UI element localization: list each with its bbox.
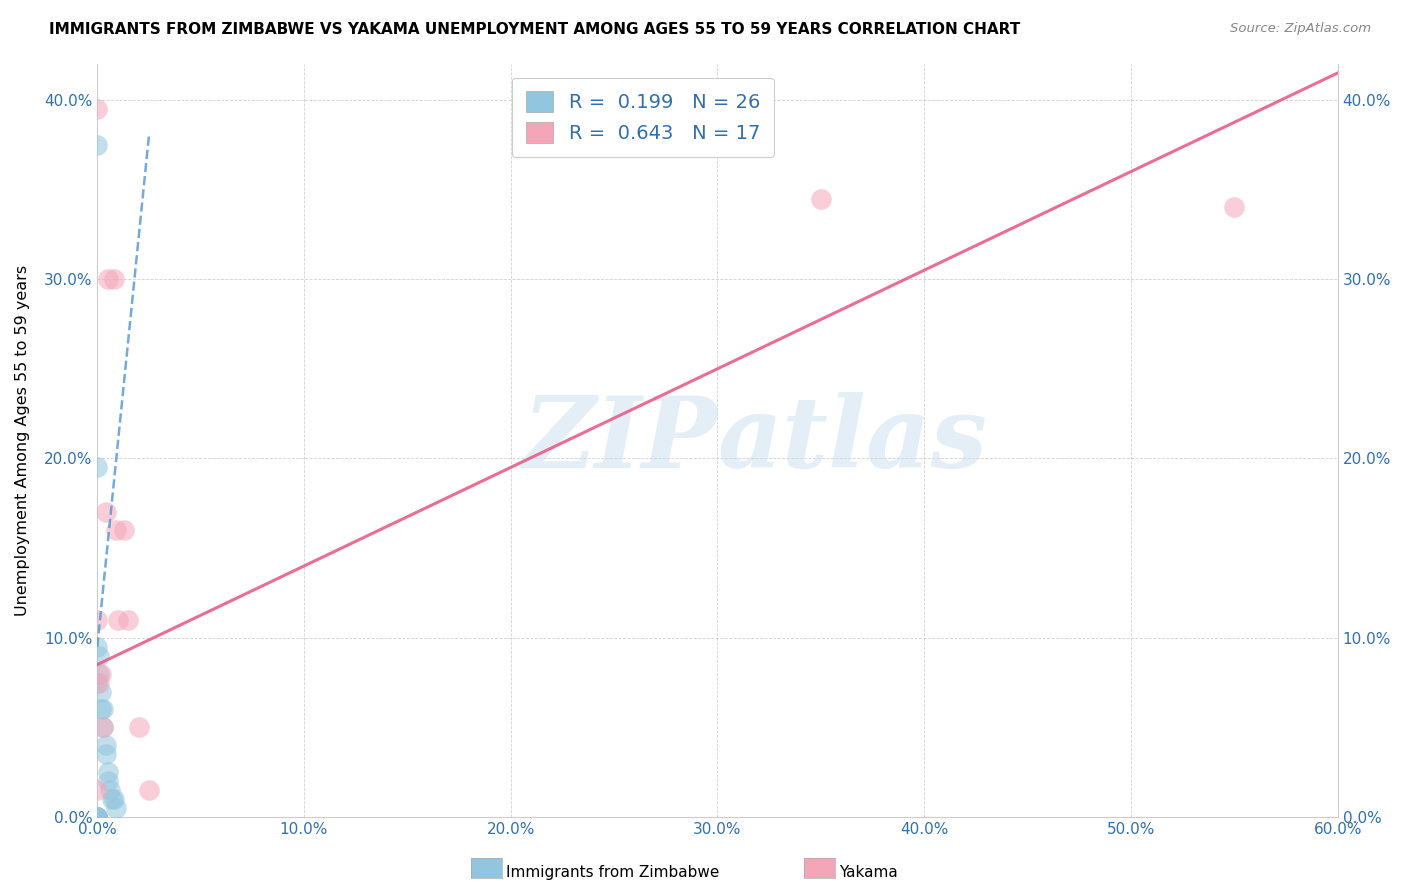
Point — [98, 783, 121, 797]
Point — [86, 810, 108, 824]
Text: Immigrants from Zimbabwe: Immigrants from Zimbabwe — [506, 865, 720, 880]
Point — [89, 648, 111, 663]
Point — [94, 739, 117, 753]
Point — [86, 810, 108, 824]
Point — [86, 640, 108, 654]
Point — [86, 460, 108, 475]
Point — [86, 613, 108, 627]
Legend: R =  0.199   N = 26, R =  0.643   N = 17: R = 0.199 N = 26, R = 0.643 N = 17 — [512, 78, 773, 157]
Point — [86, 675, 108, 690]
Point — [86, 102, 108, 116]
Point — [103, 272, 125, 286]
Point — [86, 810, 108, 824]
Text: atlas: atlas — [717, 392, 987, 489]
Point — [90, 684, 112, 698]
Point — [97, 774, 120, 789]
Point — [93, 702, 115, 716]
Point — [128, 720, 150, 734]
Point — [86, 137, 108, 152]
Point — [93, 720, 115, 734]
Point — [810, 192, 832, 206]
Point — [97, 765, 120, 780]
Point — [86, 810, 108, 824]
Text: Yakama: Yakama — [839, 865, 898, 880]
Point — [94, 505, 117, 519]
Y-axis label: Unemployment Among Ages 55 to 59 years: Unemployment Among Ages 55 to 59 years — [15, 265, 30, 616]
Point — [104, 523, 127, 537]
Point — [107, 613, 129, 627]
Point — [104, 801, 127, 815]
Point — [89, 675, 111, 690]
Text: ZIP: ZIP — [523, 392, 717, 489]
Point — [93, 720, 115, 734]
Point — [138, 783, 160, 797]
Point — [86, 810, 108, 824]
Point — [97, 272, 120, 286]
Point — [90, 702, 112, 716]
Point — [100, 792, 122, 806]
Point — [1223, 201, 1246, 215]
Point — [89, 666, 111, 681]
Point — [90, 666, 112, 681]
Point — [103, 792, 125, 806]
Point — [86, 810, 108, 824]
Point — [86, 810, 108, 824]
Point — [112, 523, 135, 537]
Text: IMMIGRANTS FROM ZIMBABWE VS YAKAMA UNEMPLOYMENT AMONG AGES 55 TO 59 YEARS CORREL: IMMIGRANTS FROM ZIMBABWE VS YAKAMA UNEMP… — [49, 22, 1021, 37]
Point — [86, 783, 108, 797]
Point — [117, 613, 139, 627]
Text: Source: ZipAtlas.com: Source: ZipAtlas.com — [1230, 22, 1371, 36]
Point — [86, 810, 108, 824]
Point — [94, 747, 117, 762]
